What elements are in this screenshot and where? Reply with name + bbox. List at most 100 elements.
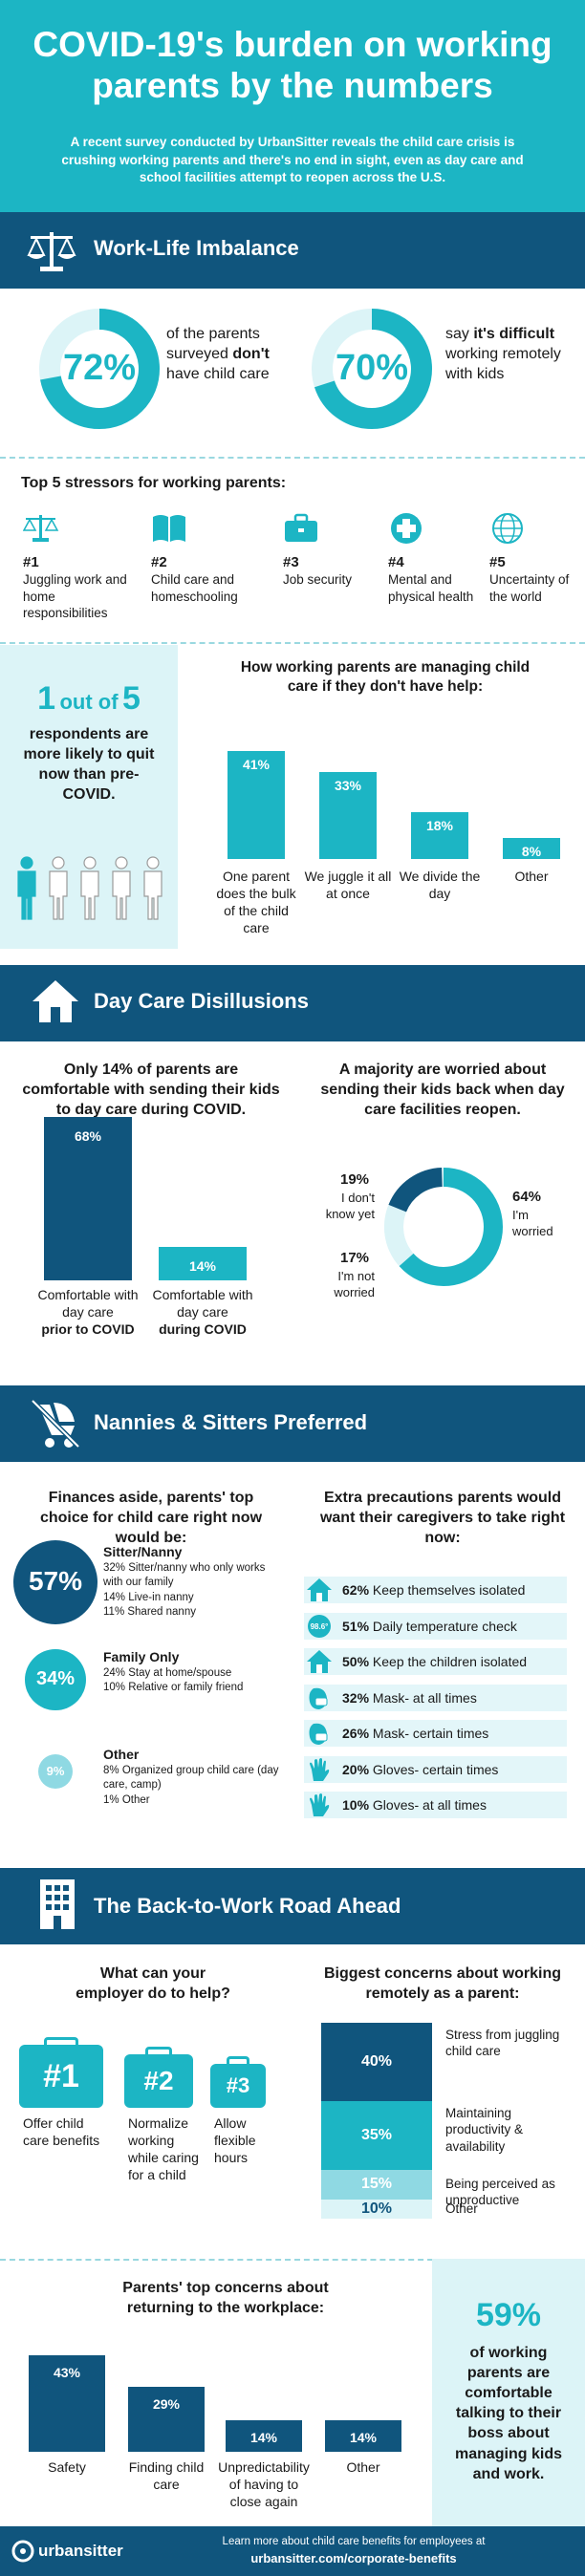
remote-bar — [321, 2199, 432, 2219]
page-subtitle: A recent survey conducted by UrbanSitter… — [61, 135, 524, 185]
precaution-label: Gloves- certain times — [372, 1761, 499, 1777]
briefcase-handle — [227, 2056, 249, 2068]
quit-fraction: 1 out of 5 — [37, 680, 141, 717]
boss-text: of working parents are comfortable talki… — [454, 2345, 563, 2482]
briefcase-handle — [144, 2047, 173, 2058]
briefcase-icon — [283, 511, 319, 550]
divider — [0, 642, 585, 644]
precaution-label: Keep the children isolated — [372, 1654, 528, 1669]
return-bar — [325, 2420, 401, 2452]
choice-lines: 8% Organized group child care (day care,… — [103, 1765, 279, 1806]
people-icon — [17, 856, 162, 920]
boss-value: 59% — [475, 2297, 542, 2333]
employer-label: Normalize working while caring for a chi… — [128, 2115, 199, 2182]
managing-bar-value: 8% — [521, 844, 542, 859]
section-backtowork-title: The Back-to-Work Road Ahead — [94, 1894, 401, 1918]
person-body — [80, 870, 99, 920]
boss-panel — [432, 2259, 585, 2526]
precaution-value: 26% — [342, 1726, 373, 1741]
precaution-text: 51% Daily temperature check — [342, 1619, 517, 1634]
return-bar-label: Other — [346, 2459, 380, 2475]
employer-rank: #1 — [19, 2045, 103, 2108]
return-bar-label: Finding child care — [128, 2459, 205, 2492]
daycare-bar-prior-value: 68% — [74, 1127, 102, 1144]
choice-value: 34% — [35, 1668, 76, 1689]
quit-text: respondents are more likely to quit now … — [23, 726, 155, 804]
person-head — [20, 856, 33, 869]
person-head — [52, 856, 65, 869]
globe-icon — [489, 511, 526, 550]
precaution-label: Daily temperature check — [372, 1618, 517, 1634]
daycare-bar-prior-label: Comfortable with day care prior to COVID — [37, 1287, 139, 1337]
choice-circle — [25, 1649, 86, 1710]
remote-bar-label: Being perceived as unproductive — [445, 2177, 555, 2208]
managing-bar-label: One parent does the bulk of the child ca… — [216, 869, 296, 935]
remote-bar — [321, 2023, 432, 2101]
urbansitter-logo-icon — [11, 2540, 34, 2563]
remote-bar-value: 40% — [360, 2053, 393, 2070]
worried-donut — [384, 1168, 503, 1286]
managing-bar-value: 18% — [425, 817, 454, 833]
choice-heading: Family Only — [103, 1649, 180, 1664]
donut-64-label: I'm worried — [512, 1208, 553, 1238]
precaution-row — [304, 1792, 567, 1818]
choice-heading: Other — [103, 1747, 140, 1762]
page-title: COVID-19's burden on working parents by … — [32, 25, 552, 105]
managing-bar — [319, 772, 377, 859]
managing-bar — [411, 811, 468, 859]
footer-link[interactable]: urbansitter.com/corporate-benefits — [250, 2551, 457, 2565]
employer-rank: #2 — [124, 2054, 193, 2108]
precaution-value: 32% — [342, 1689, 373, 1706]
remote-bar-value: 10% — [360, 2200, 393, 2217]
stressor-rank: #3 — [283, 554, 299, 570]
managing-bar-label: Other — [514, 869, 549, 884]
medical-cross-icon — [388, 511, 424, 550]
donut-72 — [39, 309, 160, 429]
precaution-value: 51% — [342, 1618, 373, 1634]
choice-lines: 24% Stay at home/spouse 10% Relative or … — [103, 1667, 244, 1694]
daycare-left-title: Only 14% of parents are comfortable with… — [22, 1062, 280, 1119]
section-nannies-bar — [0, 1385, 585, 1462]
donut-19-value: 19% — [340, 1171, 370, 1188]
office-building-icon — [40, 1879, 75, 1929]
precaution-row — [304, 1755, 567, 1783]
choice-value: 57% — [28, 1566, 83, 1597]
footer-text: Learn more about child care benefits for… — [222, 2536, 486, 2547]
mask-icon — [306, 1720, 333, 1751]
donut-64-value: 64% — [512, 1189, 542, 1205]
precaution-row — [304, 1648, 567, 1675]
person-head — [83, 856, 97, 869]
scales-icon — [27, 232, 76, 271]
header-banner — [0, 0, 585, 212]
section-worklife-title: Work-Life Imbalance — [94, 236, 299, 260]
daycare-bar-during-value: 14% — [188, 1257, 217, 1274]
return-title: Parents' top concerns about returning to… — [122, 2280, 329, 2317]
donut-17-value: 17% — [340, 1250, 370, 1266]
house-icon — [306, 1648, 333, 1680]
stressor-rank: #1 — [23, 554, 39, 570]
thermometer-icon: 98.6° — [306, 1613, 333, 1644]
mask-icon — [306, 1685, 333, 1716]
precaution-value: 50% — [342, 1654, 373, 1669]
section-backtowork-bar — [0, 1868, 585, 1944]
stat-70-text: say it's difficult working remotely with… — [445, 326, 561, 382]
return-bar-value: 29% — [152, 2395, 181, 2412]
choice-circle — [38, 1754, 73, 1789]
return-bar — [226, 2420, 302, 2452]
managing-bar — [503, 838, 560, 859]
stressor-label: Mental and physical health — [388, 572, 474, 604]
person-body — [49, 870, 68, 920]
daycare-bar-during-label: Comfortable with day care during COVID — [152, 1287, 253, 1337]
choice-value: 9% — [46, 1764, 65, 1779]
employer-label: Allow flexible hours — [214, 2115, 256, 2165]
managing-bar — [228, 751, 285, 859]
stat-72-text: of the parents surveyed don't have child… — [166, 326, 270, 382]
precaution-label: Keep themselves isolated — [372, 1582, 526, 1598]
person-body — [143, 870, 162, 920]
precaution-text: 20% Gloves- certain times — [342, 1762, 498, 1777]
person-head — [115, 856, 128, 869]
daycare-right-title: A majority are worried about sending the… — [320, 1062, 565, 1119]
managing-bar-value: 41% — [242, 757, 271, 773]
precaution-text: 26% Mask- certain times — [342, 1726, 488, 1741]
return-bar — [29, 2354, 105, 2452]
